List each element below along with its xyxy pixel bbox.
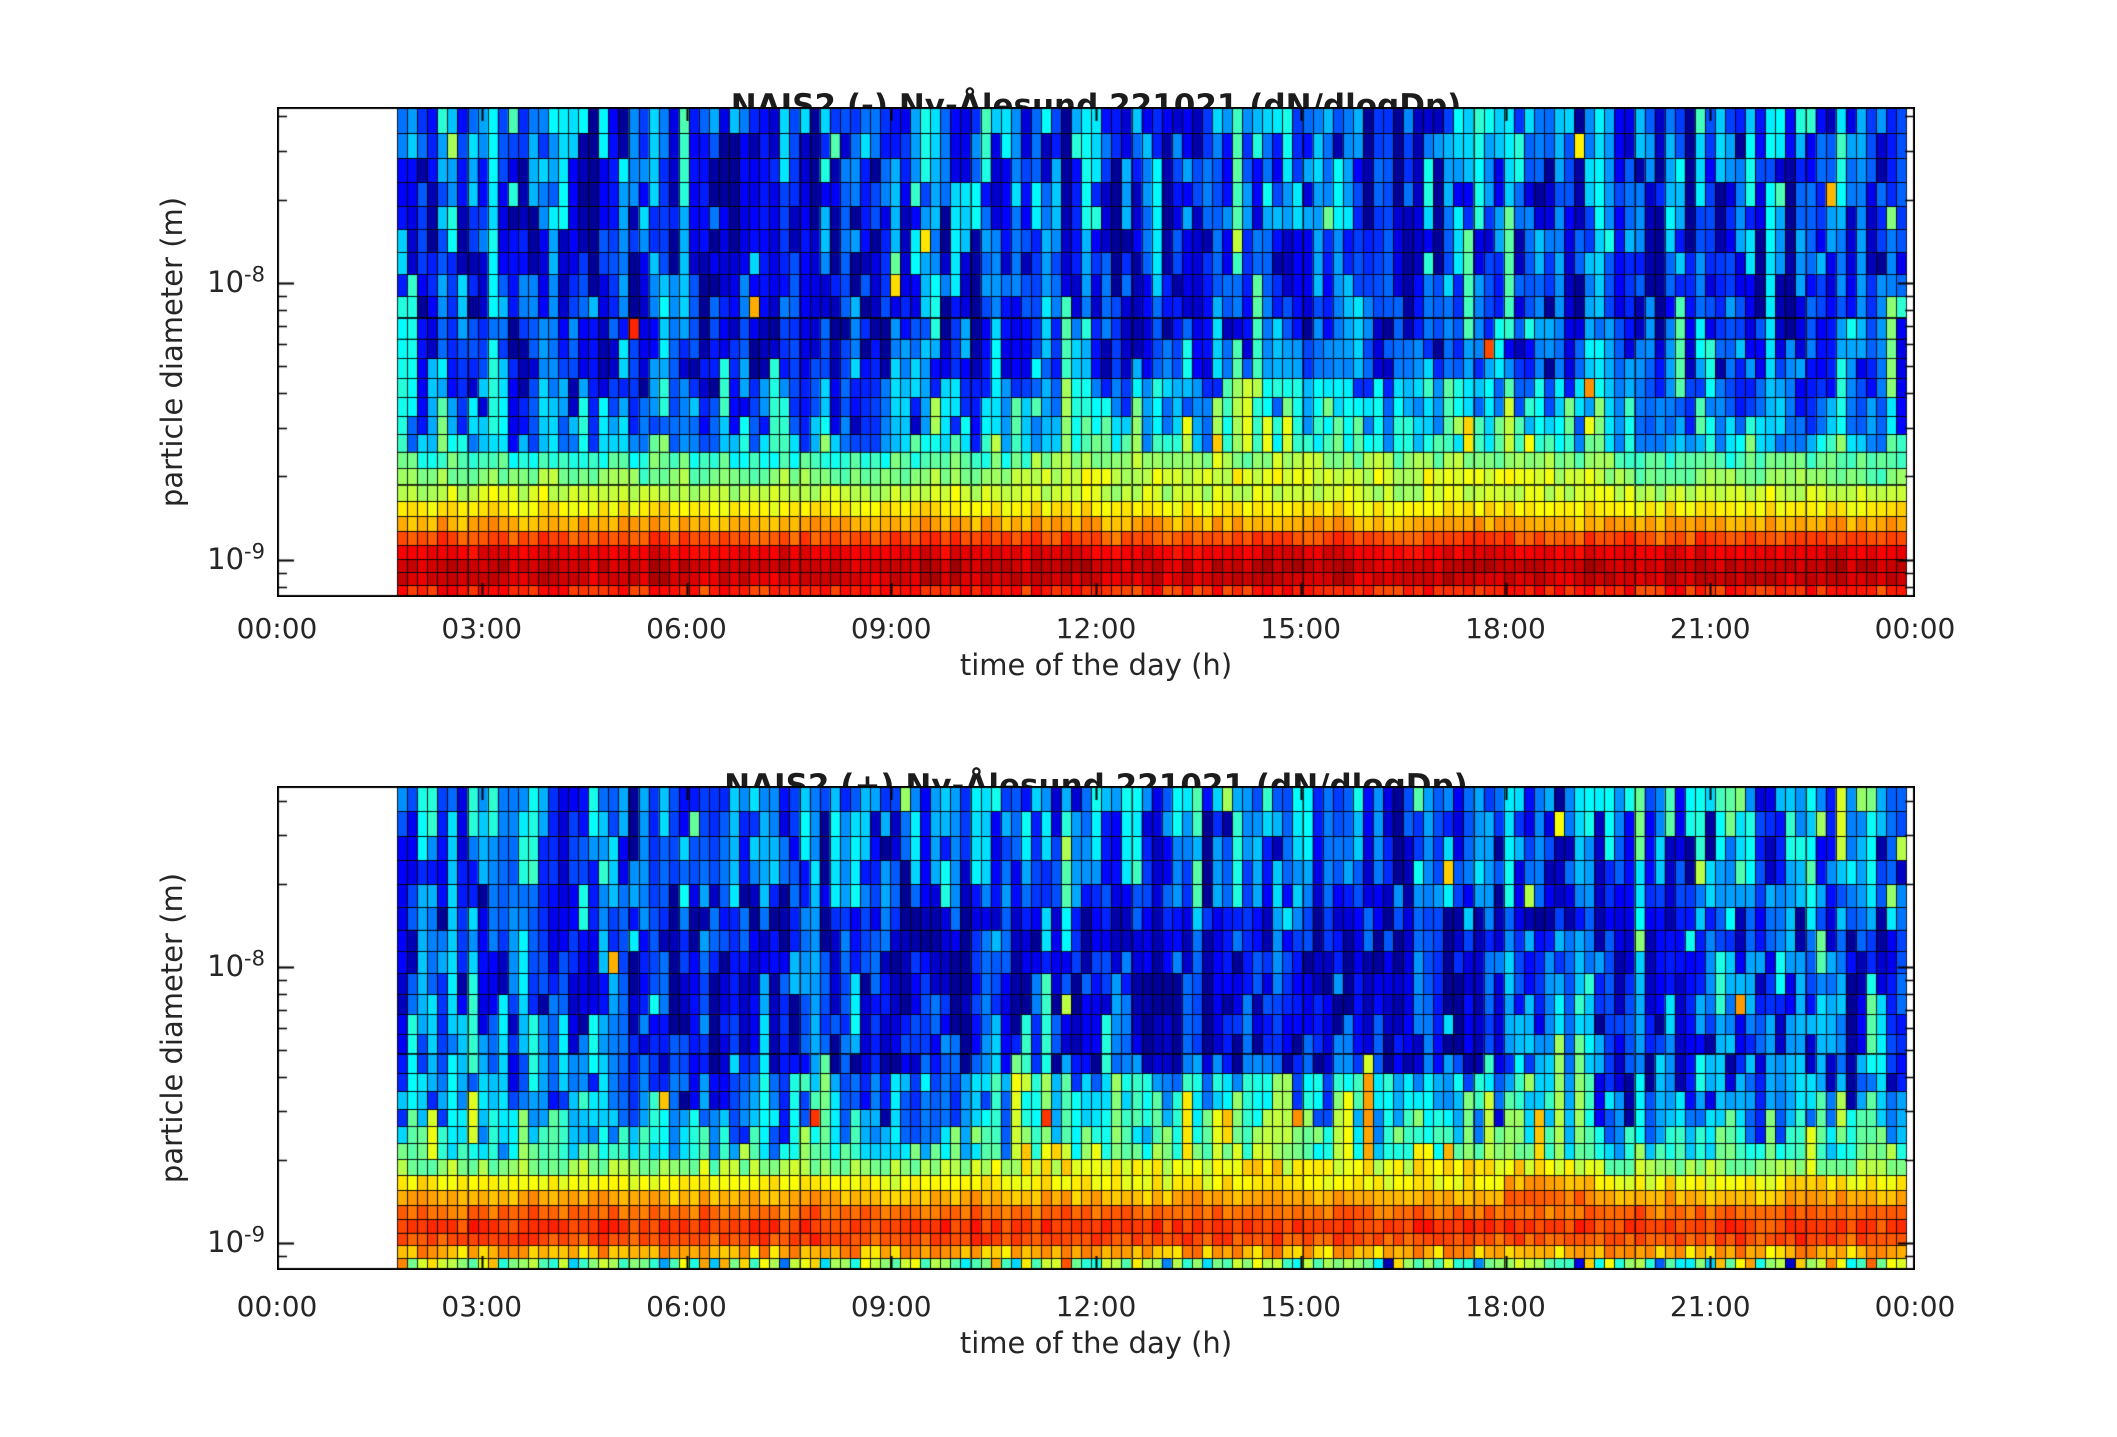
x-axis-label: time of the day (h): [959, 1326, 1233, 1360]
x-tick-label: 18:00: [1465, 1290, 1546, 1323]
x-tick-label: 03:00: [441, 612, 523, 645]
x-tick-label: 12:00: [1055, 612, 1137, 645]
x-tick-label: 12:00: [1055, 1290, 1137, 1323]
x-tick-label: 00:00: [1874, 612, 1956, 645]
x-tick-label: 15:00: [1260, 1290, 1342, 1323]
y-axis-label: particle diameter (m): [155, 196, 189, 508]
x-tick-label: 00:00: [1874, 1290, 1956, 1323]
x-tick-label: 15:00: [1260, 612, 1342, 645]
y-tick-label: 10-9: [207, 539, 265, 576]
x-tick-label: 06:00: [646, 1290, 727, 1323]
y-axis-label: particle diameter (m): [155, 872, 189, 1184]
x-tick-label: 09:00: [850, 612, 932, 645]
x-tick-label: 09:00: [850, 1290, 932, 1323]
x-axis-label: time of the day (h): [959, 648, 1233, 682]
heatmap-negative-ions: [277, 107, 1915, 597]
x-tick-label: 03:00: [441, 1290, 523, 1323]
heatmap-positive-ions: [277, 786, 1915, 1270]
y-tick-label: 10-9: [207, 1222, 265, 1259]
x-tick-label: 21:00: [1669, 612, 1751, 645]
x-tick-label: 21:00: [1669, 1290, 1751, 1323]
x-tick-label: 00:00: [236, 1290, 318, 1323]
y-tick-label: 10-8: [207, 946, 265, 984]
x-tick-label: 06:00: [646, 612, 727, 645]
x-tick-label: 18:00: [1465, 612, 1546, 645]
x-tick-label: 00:00: [236, 612, 318, 645]
y-tick-label: 10-8: [207, 262, 265, 299]
